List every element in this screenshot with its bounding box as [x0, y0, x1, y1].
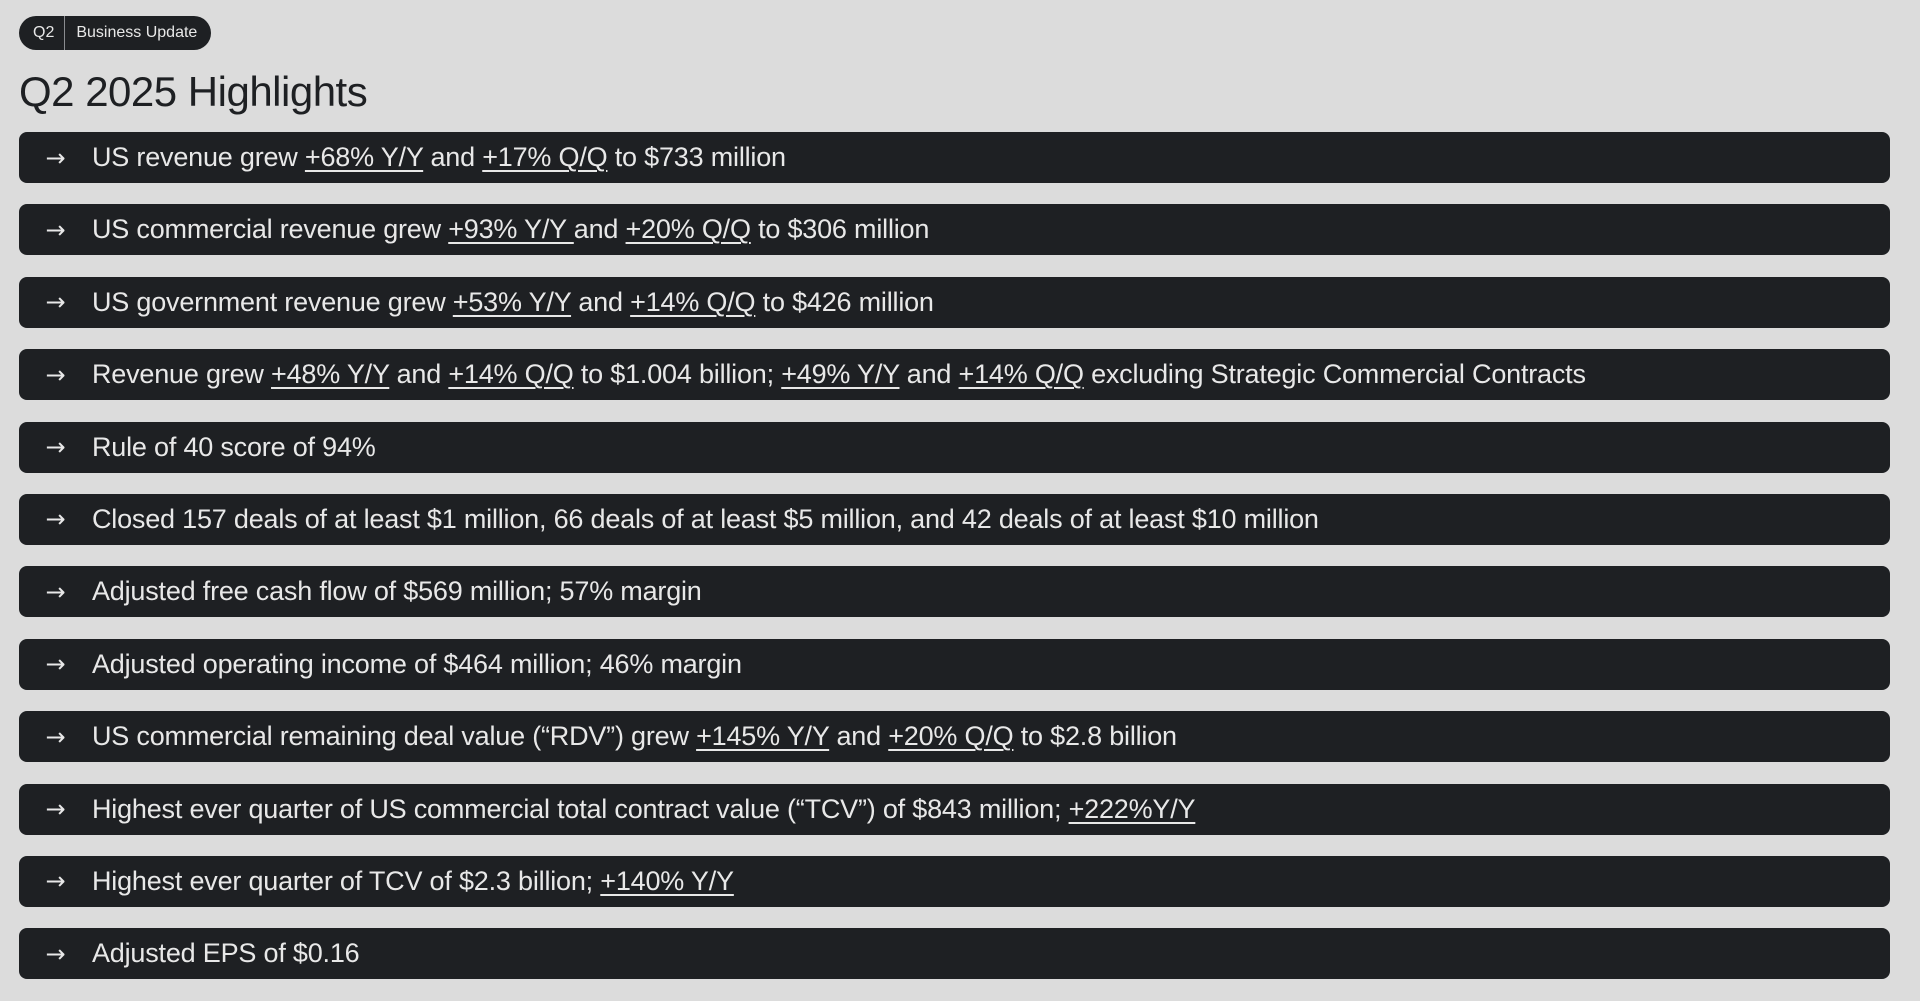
- highlight-item: → Closed 157 deals of at least $1 million…: [19, 493, 1890, 545]
- arrow-right-icon: →: [45, 288, 66, 317]
- highlight-metric: +20% Q/Q: [625, 214, 751, 245]
- highlight-segment: US commercial revenue grew: [92, 214, 449, 245]
- highlight-segment: to $306 million: [750, 214, 930, 245]
- highlight-segment: and: [389, 359, 449, 390]
- highlight-metric: +145% Y/Y: [696, 721, 830, 752]
- highlight-metric: +14% Q/Q: [630, 286, 756, 317]
- arrow-right-icon: →: [45, 795, 66, 824]
- highlight-metric: +140% Y/Y: [600, 865, 734, 896]
- highlight-metric: +48% Y/Y: [271, 359, 390, 390]
- highlight-item: → Revenue grew +48% Y/Y and +14% Q/Q to $…: [19, 349, 1890, 401]
- highlight-item: → Highest ever quarter of TCV of $2.3 bil…: [19, 855, 1890, 907]
- highlight-metric: +93% Y/Y: [448, 214, 574, 245]
- badge-divider: [64, 16, 66, 50]
- arrow-right-icon: →: [45, 143, 66, 172]
- highlight-metric: +53% Y/Y: [452, 286, 572, 317]
- highlight-item: → Rule of 40 score of 94%: [19, 421, 1890, 473]
- highlight-segment: and: [571, 286, 631, 317]
- highlight-segment: to $1.004 billion;: [573, 359, 782, 390]
- highlight-item: → Adjusted EPS of $0.16: [19, 928, 1890, 980]
- highlight-metric: +14% Q/Q: [958, 359, 1084, 390]
- arrow-right-icon: →: [45, 433, 66, 462]
- highlight-segment: Adjusted EPS of $0.16: [92, 938, 360, 969]
- highlight-segment: Adjusted operating income of $464 millio…: [92, 648, 742, 679]
- page-title: Q2 2025 Highlights: [19, 68, 368, 115]
- arrow-right-icon: →: [45, 650, 66, 679]
- highlight-segment: and: [423, 142, 483, 172]
- highlight-text: Adjusted free cash flow of $569 million;…: [92, 576, 702, 607]
- highlight-segment: US commercial remaining deal value (“RDV…: [92, 721, 697, 752]
- highlight-segment: US revenue grew: [92, 142, 305, 172]
- highlight-segment: excluding Strategic Commercial Contracts: [1083, 359, 1586, 390]
- arrow-right-icon: →: [45, 939, 66, 968]
- section-badge: Q2 Business Update: [19, 16, 212, 50]
- highlight-metric: +17% Q/Q: [482, 142, 608, 172]
- badge-quarter: Q2: [33, 24, 55, 41]
- highlight-segment: Rule of 40 score of 94%: [92, 431, 376, 462]
- highlight-metric: +14% Q/Q: [448, 359, 574, 390]
- highlight-item: → US commercial revenue grew +93% Y/Y and…: [19, 204, 1890, 256]
- highlight-item: → Adjusted operating income of $464 milli…: [19, 638, 1890, 690]
- highlight-text: Closed 157 deals of at least $1 million,…: [92, 504, 1319, 535]
- badge-section: Business Update: [76, 24, 198, 41]
- highlight-segment: and: [573, 214, 626, 245]
- highlight-segment: Closed 157 deals of at least $1 million,…: [92, 503, 1319, 534]
- highlight-segment: and: [829, 721, 889, 752]
- arrow-right-icon: →: [45, 577, 66, 606]
- arrow-right-icon: →: [45, 505, 66, 534]
- highlight-text: US commercial revenue grew +93% Y/Y and …: [92, 214, 929, 245]
- arrow-right-icon: →: [45, 360, 66, 389]
- highlight-segment: and: [899, 359, 959, 390]
- highlight-metric: +222%Y/Y: [1068, 793, 1196, 824]
- highlight-segment: to $2.8 billion: [1013, 721, 1177, 752]
- highlight-segment: to $426 million: [755, 286, 934, 317]
- highlight-item: → Adjusted free cash flow of $569 million…: [19, 566, 1890, 618]
- highlight-item: → US government revenue grew +53% Y/Y and…: [19, 276, 1890, 328]
- highlight-text: Revenue grew +48% Y/Y and +14% Q/Q to $1…: [92, 359, 1586, 390]
- highlight-text: Highest ever quarter of US commercial to…: [92, 793, 1196, 825]
- highlight-segment: Highest ever quarter of TCV of $2.3 bill…: [92, 865, 601, 896]
- highlight-text: Adjusted EPS of $0.16: [92, 938, 360, 969]
- highlight-item: → US revenue grew +68% Y/Y and +17% Q/Q t…: [19, 132, 1890, 183]
- highlight-segment: Highest ever quarter of US commercial to…: [92, 793, 1069, 824]
- highlight-text: US government revenue grew +53% Y/Y and …: [92, 287, 934, 318]
- highlight-item: → Highest ever quarter of US commercial t…: [19, 783, 1890, 835]
- highlight-metric: +20% Q/Q: [888, 721, 1014, 752]
- arrow-right-icon: →: [45, 867, 66, 896]
- highlight-metric: +49% Y/Y: [781, 359, 900, 390]
- highlight-text: US commercial remaining deal value (“RDV…: [92, 721, 1177, 752]
- highlight-text: Highest ever quarter of TCV of $2.3 bill…: [92, 866, 734, 897]
- highlight-metric: +68% Y/Y: [304, 142, 424, 172]
- arrow-right-icon: →: [45, 215, 66, 244]
- highlight-segment: Adjusted free cash flow of $569 million;…: [92, 576, 702, 607]
- highlight-text: Adjusted operating income of $464 millio…: [92, 649, 742, 680]
- highlight-segment: US government revenue grew: [92, 286, 453, 317]
- highlight-text: Rule of 40 score of 94%: [92, 432, 376, 463]
- highlight-item: → US commercial remaining deal value (“RD…: [19, 711, 1890, 763]
- highlight-segment: to $733 million: [607, 142, 786, 172]
- highlight-text: US revenue grew +68% Y/Y and +17% Q/Q to…: [92, 142, 786, 173]
- highlights-list: → US revenue grew +68% Y/Y and +17% Q/Q t…: [19, 132, 1890, 1001]
- highlight-segment: Revenue grew: [92, 359, 272, 390]
- arrow-right-icon: →: [45, 722, 66, 751]
